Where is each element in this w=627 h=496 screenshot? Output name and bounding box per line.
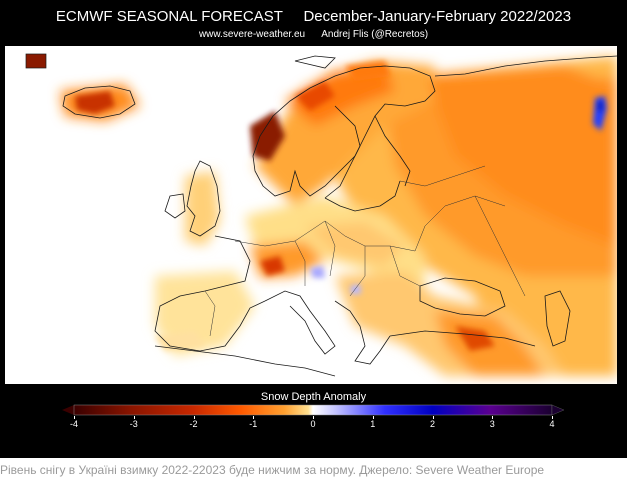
colorbar-tick-label: -1 [249, 419, 258, 429]
colorbar-tick-label: -3 [129, 419, 138, 429]
colorbar-tick-label: 4 [549, 419, 555, 429]
image-caption: Рівень снігу в Україні взимку 2022-22023… [0, 463, 545, 477]
colorbar [62, 404, 564, 416]
colorbar-gradient [73, 404, 553, 416]
figure-subtitle: www.severe-weather.eu Andrej Flis (@Recr… [198, 29, 429, 40]
colorbar-tick-mark [74, 416, 75, 419]
colorbar-tick-label: 1 [370, 419, 376, 429]
colorbar-tick-label: -2 [189, 419, 198, 429]
colorbar-tick-mark [313, 416, 314, 419]
colorbar-tick-mark [133, 416, 135, 419]
forecast-figure: ECMWF SEASONAL FORECAST December-January… [0, 0, 627, 458]
strong-anomaly-field [75, 61, 607, 351]
anomaly-field [60, 56, 617, 376]
country-borders [204, 165, 526, 337]
figure-title: ECMWF SEASONAL FORECAST December-January… [55, 8, 572, 25]
colorbar-tick-mark [552, 416, 553, 419]
colorbar-tick-label: 0 [310, 419, 316, 429]
colorbar-tick-mark [432, 416, 434, 419]
colorbar-tick-mark [372, 416, 374, 419]
colorbar-tick-mark [492, 416, 494, 419]
colorbar-tick-label: 3 [489, 419, 495, 429]
colorbar-title: Snow Depth Anomaly [260, 391, 367, 403]
coastlines [62, 55, 617, 377]
colorbar-tick-mark [253, 416, 255, 419]
europe-map [5, 46, 617, 384]
colorbar-tick-label: -4 [69, 419, 78, 429]
colorbar-tick-label: 2 [429, 419, 435, 429]
inset-marker [25, 53, 47, 69]
map-canvas [5, 46, 617, 384]
colorbar-min-arrow [62, 405, 74, 415]
colorbar-max-arrow [551, 404, 564, 416]
colorbar-tick-mark [193, 416, 195, 419]
